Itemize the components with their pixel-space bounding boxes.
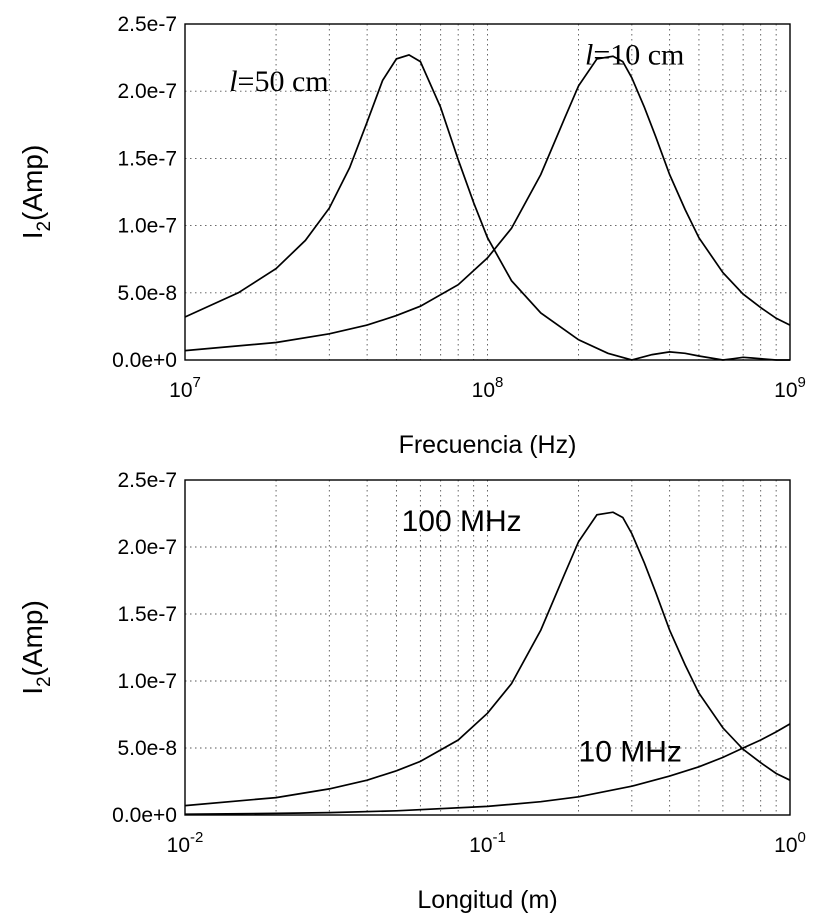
x-tick-label: 107 bbox=[169, 374, 201, 402]
series-line-10-mhz bbox=[184, 723, 791, 816]
y-axis-label: I2(Amp) bbox=[17, 600, 55, 695]
frequency-panel: 0.0e+0 5.0e-8 1.0e-7 1.5e-7 2.0e-7 2.5e-7 107 1… bbox=[17, 13, 806, 459]
curve-annotation: l=10 cm bbox=[585, 38, 684, 71]
x-tick-label: 108 bbox=[472, 374, 504, 402]
y-tick-label: 5.0e-8 bbox=[117, 737, 177, 760]
curve-annotation: 10 MHz bbox=[579, 735, 682, 768]
x-axis-label: Frecuencia (Hz) bbox=[399, 431, 577, 459]
x-tick-label: 100 bbox=[774, 829, 806, 857]
x-tick-label: 10-2 bbox=[167, 829, 204, 857]
y-tick-label: 2.5e-7 bbox=[117, 469, 177, 492]
curve-annotation: 100 MHz bbox=[402, 505, 522, 538]
curve-annotation: l=50 cm bbox=[229, 65, 328, 98]
y-axis-label: I2(Amp) bbox=[17, 145, 55, 240]
x-axis-label: Longitud (m) bbox=[417, 886, 557, 914]
y-tick-label: 0.0e+0 bbox=[112, 349, 177, 372]
y-tick-label: 5.0e-8 bbox=[117, 282, 177, 305]
y-tick-label: 2.0e-7 bbox=[117, 80, 177, 103]
x-tick-label: 10-1 bbox=[469, 829, 506, 857]
series-line-1 bbox=[184, 53, 790, 361]
x-tick-label: 109 bbox=[774, 374, 806, 402]
series-line-100-mhz bbox=[184, 511, 791, 807]
series-line-2 bbox=[184, 55, 791, 352]
y-tick-label: 2.5e-7 bbox=[117, 13, 177, 36]
y-tick-label: 2.0e-7 bbox=[117, 536, 177, 559]
y-tick-label: 1.0e-7 bbox=[117, 670, 177, 693]
y-tick-label: 1.5e-7 bbox=[117, 603, 177, 626]
plot-frame bbox=[184, 23, 791, 361]
y-tick-label: 0.0e+0 bbox=[112, 804, 177, 827]
length-panel: 0.0e+0 5.0e-8 1.0e-7 1.5e-7 2.0e-7 2.5e-7 10-2… bbox=[17, 469, 806, 914]
y-tick-label: 1.0e-7 bbox=[117, 215, 177, 238]
plot-frame bbox=[184, 479, 791, 816]
y-tick-label: 1.5e-7 bbox=[117, 147, 177, 170]
